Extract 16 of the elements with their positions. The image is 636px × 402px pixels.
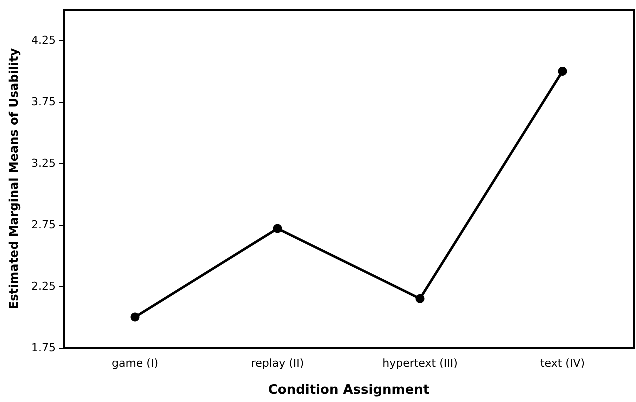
point — [416, 294, 425, 304]
x-axis-title: Condition Assignment — [268, 383, 430, 398]
y-tick-label: 4.25 — [32, 34, 56, 48]
y-tick-label: 2.25 — [32, 280, 56, 294]
y-tick-label: 1.75 — [32, 342, 56, 354]
y-tick-label: 3.25 — [32, 157, 56, 170]
y-tick-label: 3.75 — [32, 96, 56, 109]
point — [558, 66, 568, 76]
y-tick-label: 2.75 — [32, 218, 56, 232]
x-tick-label: replay (II) — [251, 357, 304, 370]
point — [130, 312, 140, 322]
x-tick-label: game (I) — [112, 357, 159, 370]
x-tick-label: text (IV) — [540, 357, 586, 370]
x-tick-label: hypertext (III) — [382, 357, 458, 370]
y-axis-title: Estimated Marginal Means of Usability — [7, 48, 21, 310]
point — [273, 224, 282, 234]
